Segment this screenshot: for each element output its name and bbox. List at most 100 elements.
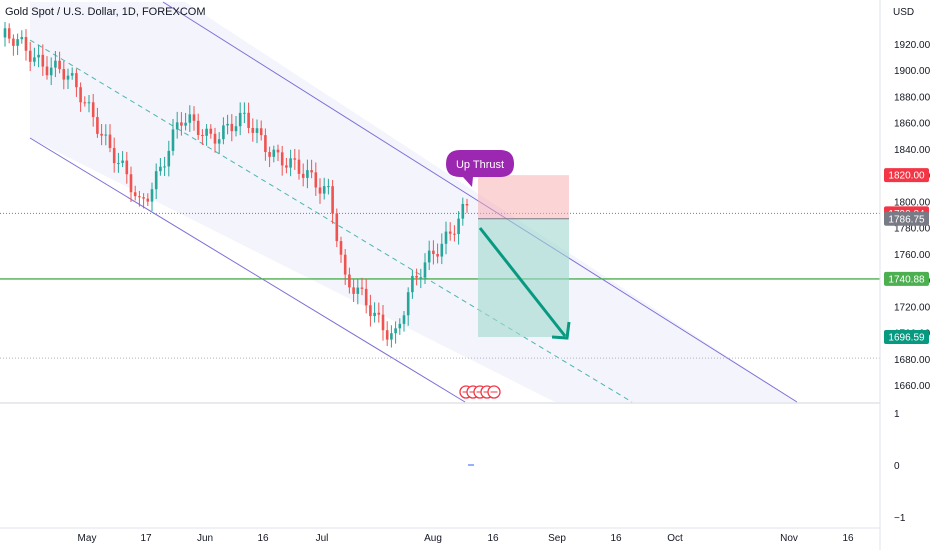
candle: [100, 124, 103, 146]
candle: [390, 325, 393, 348]
currency-label: USD: [893, 7, 914, 18]
candle: [356, 278, 360, 305]
horizontal-lines[interactable]: [0, 212, 880, 359]
arrow-shaft[interactable]: [478, 227, 567, 337]
short-position-tool[interactable]: [478, 175, 569, 338]
candle: [54, 51, 57, 78]
candle: [209, 124, 213, 139]
price-tag-label: 1740.88: [888, 274, 925, 285]
candle: [280, 145, 284, 176]
candle: [146, 193, 150, 207]
candle: [364, 278, 368, 314]
candle: [289, 149, 292, 177]
candle: [276, 144, 280, 161]
price-tick-label: 1780.00: [894, 224, 931, 235]
candle: [264, 128, 267, 161]
candle: [385, 321, 389, 347]
candle: [24, 29, 28, 61]
channel-lower-line[interactable]: [29, 137, 466, 403]
candle: [398, 318, 402, 335]
event-flag-icon[interactable]: [487, 385, 501, 399]
candle: [327, 178, 330, 195]
price-tick-label: 1720.00: [894, 302, 931, 313]
candle: [142, 193, 145, 209]
annotation-text: Up Thrust: [456, 159, 504, 171]
indicator-tick-label: 1: [894, 409, 900, 420]
price-tick-label: 1760.00: [894, 250, 931, 261]
price-tick-label: 1920.00: [894, 40, 931, 51]
candle: [138, 190, 141, 207]
price-tag: 1820.00: [884, 168, 929, 183]
candle: [415, 268, 418, 286]
candle: [238, 102, 242, 136]
stop-zone[interactable]: [478, 175, 569, 219]
candle: [318, 178, 322, 204]
indicator-tick-label: −1: [894, 513, 906, 524]
candle: [96, 107, 99, 138]
candle: [339, 236, 343, 263]
candle: [117, 152, 120, 173]
annotation-bubble[interactable]: Up Thrust: [446, 150, 514, 187]
price-tag-label: 1696.59: [888, 333, 925, 344]
chart-title: Gold Spot / U.S. Dollar, 1D, FOREXCOM: [5, 6, 206, 18]
candle: [406, 287, 410, 326]
candle: [217, 132, 221, 154]
time-tick-label: Sep: [548, 533, 566, 544]
price-tick-label: 1680.00: [894, 355, 931, 366]
regression-channel[interactable]: [29, 1, 798, 403]
channel-midline[interactable]: [29, 39, 633, 403]
candle: [251, 118, 255, 142]
candle: [394, 321, 397, 344]
candlestick-series: [3, 22, 469, 348]
candle: [87, 95, 91, 113]
candle: [154, 163, 158, 200]
indicator-tick-label: 0: [894, 461, 900, 472]
candle: [297, 149, 301, 180]
candle: [432, 240, 435, 265]
candle: [448, 222, 452, 241]
candle: [310, 159, 313, 179]
candle: [243, 102, 246, 124]
candle: [285, 157, 288, 174]
candle: [402, 310, 406, 332]
candle: [125, 151, 129, 184]
events-icon-group[interactable]: [459, 385, 501, 399]
price-tick-label: 1900.00: [894, 66, 931, 77]
candle: [121, 151, 124, 168]
candle: [373, 302, 376, 323]
candle: [112, 137, 116, 173]
candle: [293, 148, 297, 170]
candle: [272, 145, 276, 163]
trend-arrow[interactable]: [478, 227, 571, 340]
candle: [196, 113, 200, 140]
target-zone[interactable]: [478, 218, 569, 338]
candle: [20, 30, 24, 44]
candle: [465, 198, 469, 213]
price-tick-label: 1840.00: [894, 145, 931, 156]
annotation-callout[interactable]: [446, 150, 514, 187]
candle: [322, 177, 326, 200]
candle: [343, 249, 347, 285]
indicator-axis: 1 0 −1: [894, 409, 906, 524]
candle: [348, 267, 351, 294]
candle: [423, 253, 427, 284]
time-tick-label: Oct: [667, 533, 683, 544]
candle: [427, 240, 431, 271]
price-tick-label: 1660.00: [894, 381, 931, 392]
candle: [180, 112, 183, 136]
candle: [3, 22, 7, 47]
candle: [222, 117, 225, 145]
candle: [419, 268, 423, 289]
time-tick-label: Jun: [197, 533, 213, 544]
candle: [83, 96, 87, 107]
candle: [159, 158, 162, 176]
candle: [184, 112, 187, 131]
candle: [331, 180, 334, 224]
candle: [133, 185, 137, 201]
candle: [201, 129, 204, 145]
time-tick-label: 16: [257, 533, 269, 544]
time-axis[interactable]: May 17 Jun 16 Jul Aug 16 Sep 16 Oct Nov 16: [78, 533, 854, 544]
candle: [167, 140, 171, 177]
candle: [91, 93, 95, 127]
